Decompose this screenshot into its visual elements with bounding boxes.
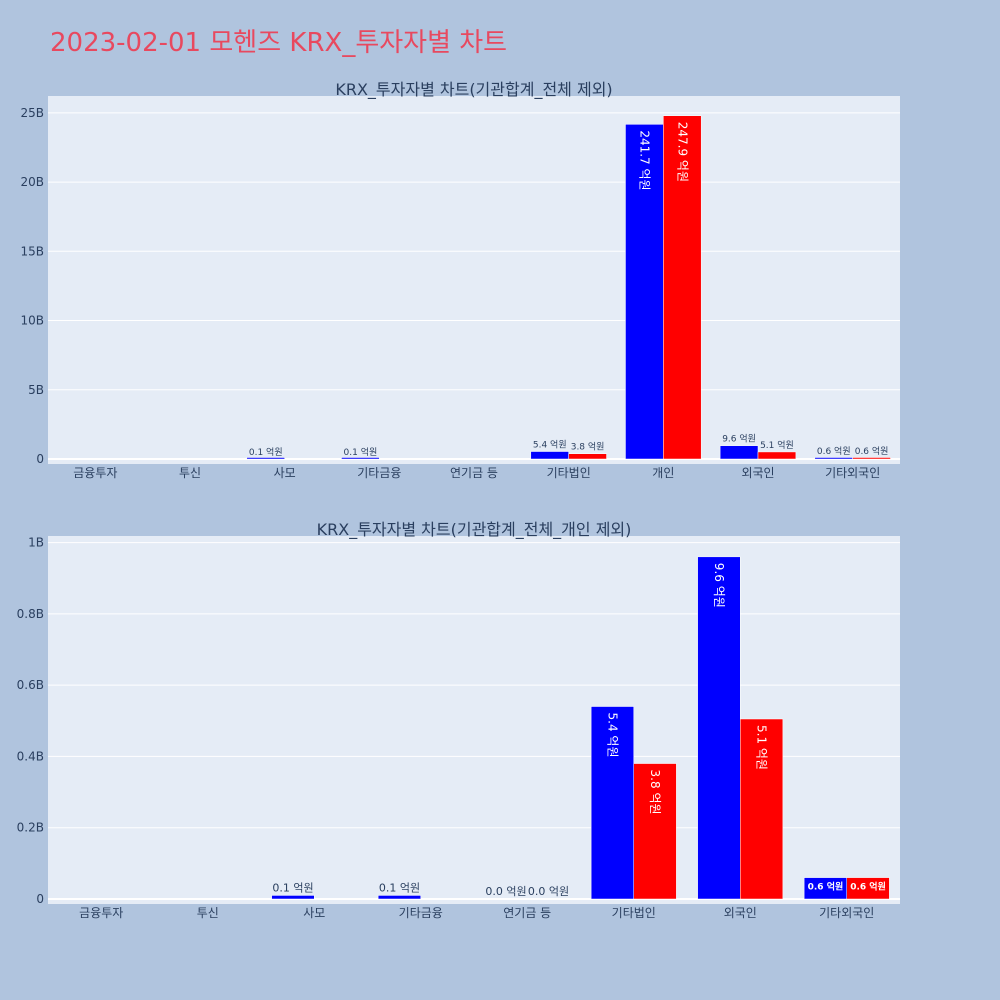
x-tick-label: 개인	[652, 466, 674, 480]
bar	[625, 124, 664, 460]
bar	[740, 718, 784, 900]
plot-area	[48, 96, 900, 464]
x-tick-label: 기타법인	[612, 906, 656, 920]
data-label: 9.6 억원	[712, 563, 726, 608]
bar	[852, 457, 891, 460]
data-label: 3.8 억원	[648, 770, 662, 815]
data-label: 0.1 억원	[344, 446, 378, 458]
y-tick-label: 0.2B	[17, 821, 44, 835]
y-tick-label: 5B	[28, 383, 44, 397]
data-label: 0.1 억원	[249, 446, 283, 458]
y-tick-label: 1B	[28, 536, 44, 550]
y-tick-label: 15B	[20, 244, 44, 258]
bar	[568, 453, 607, 460]
x-tick-label: 금융투자	[73, 466, 117, 480]
bar	[757, 451, 797, 460]
x-tick-label: 사모	[274, 466, 296, 480]
x-tick-label: 기타외국인	[819, 906, 874, 920]
x-tick-label: 투신	[197, 906, 219, 920]
bar	[530, 451, 569, 460]
bar	[697, 556, 741, 900]
chart-bottom: 0 0.2B 0.4B 0.6B 0.8B 1B KRX_투자자별 차트(기관합계_전체_개…	[17, 520, 900, 920]
data-label: 0.6 억원	[855, 445, 889, 457]
x-tick-label: 외국인	[724, 906, 757, 920]
y-tick-label: 0.6B	[17, 678, 44, 692]
x-tick-label: 연기금 등	[450, 466, 498, 480]
y-tick-label: 25B	[20, 106, 44, 120]
x-tick-label: 연기금 등	[503, 906, 551, 920]
data-label: 0.6 억원	[817, 445, 851, 457]
data-label: 241.7 억원	[637, 130, 651, 190]
x-tick-label: 기타금융	[357, 466, 401, 480]
bar	[246, 457, 285, 460]
data-label: 5.1 억원	[760, 439, 794, 451]
chart-top: 0 5B 10B 15B 20B 25B KRX_투자자별 차트(기관합계_전체 제외) 금융…	[20, 80, 900, 480]
chart-title: KRX_투자자별 차트(기관합계_전체_개인 제외)	[317, 520, 632, 540]
data-label: 0.1 억원	[272, 881, 313, 894]
y-tick-label: 20B	[20, 175, 44, 189]
data-label: 3.8 억원	[571, 441, 605, 453]
x-tick-label: 외국인	[741, 466, 774, 480]
x-tick-label: 기타금융	[399, 906, 443, 920]
y-tick-label: 0	[36, 892, 44, 906]
data-label: 0.1 억원	[379, 881, 420, 894]
bar	[719, 445, 759, 460]
x-tick-label: 사모	[303, 906, 325, 920]
y-tick-label: 10B	[20, 314, 44, 328]
bar	[663, 115, 702, 460]
page-title: 2023-02-01 모헨즈 KRX_투자자별 차트	[50, 28, 508, 58]
data-label: 0.6 억원	[808, 881, 844, 893]
bar	[341, 457, 380, 460]
data-label: 5.4 억원	[605, 713, 619, 758]
y-tick-label: 0.8B	[17, 607, 44, 621]
y-tick-label: 0.4B	[17, 749, 44, 763]
bar	[590, 706, 635, 900]
x-tick-label: 금융투자	[79, 906, 123, 920]
data-label: 0.0 억원	[485, 885, 526, 898]
data-label: 0.6 억원	[850, 881, 886, 893]
x-tick-label: 기타외국인	[825, 466, 880, 480]
x-tick-label: 기타법인	[547, 466, 591, 480]
data-label: 5.1 억원	[755, 725, 769, 770]
data-label: 247.9 억원	[675, 122, 689, 182]
bar	[814, 457, 853, 460]
bar	[633, 763, 677, 900]
x-tick-label: 투신	[179, 466, 201, 480]
y-tick-label: 0	[36, 452, 44, 466]
data-label: 5.4 억원	[533, 439, 567, 451]
bar	[271, 895, 315, 900]
data-label: 9.6 억원	[722, 433, 756, 445]
bar	[377, 895, 421, 900]
data-label: 0.0 억원	[528, 885, 569, 898]
bar	[846, 877, 890, 900]
chart-title: KRX_투자자별 차트(기관합계_전체 제외)	[335, 80, 612, 100]
